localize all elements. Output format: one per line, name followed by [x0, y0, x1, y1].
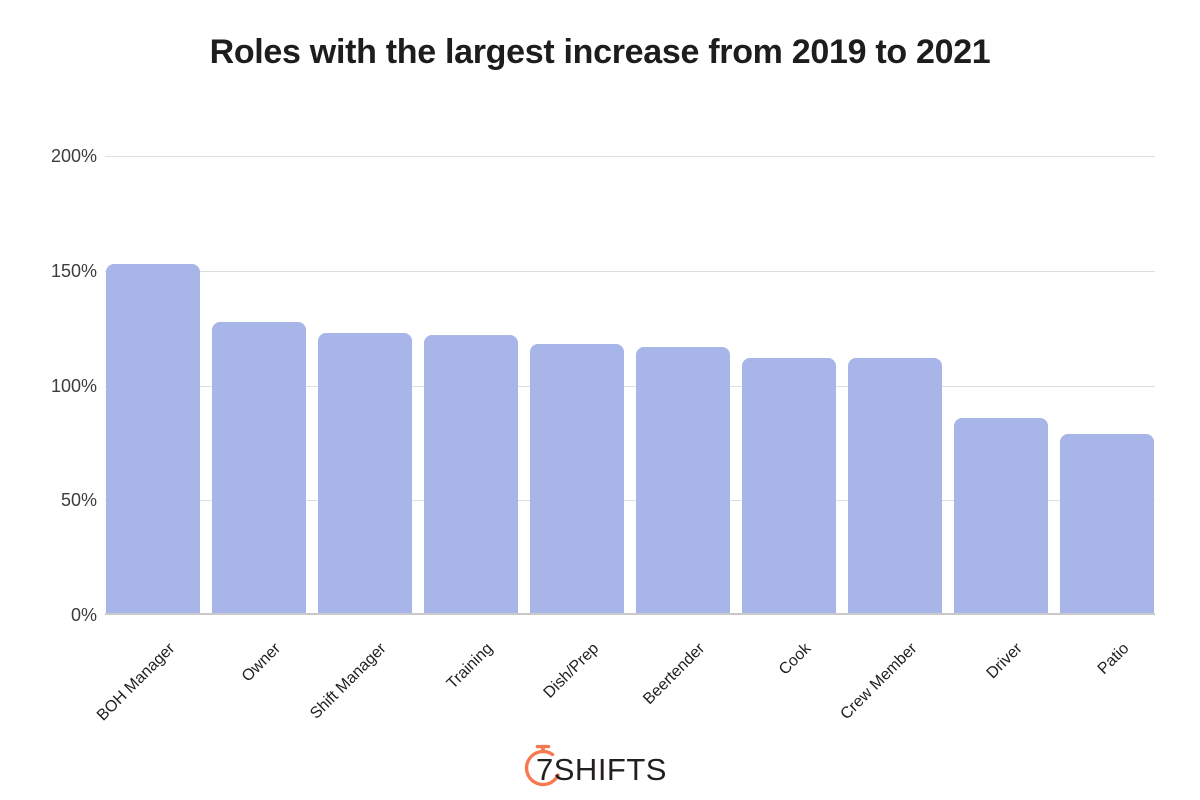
bar-dish-prep	[530, 344, 624, 613]
y-axis-label-50: 50%	[60, 490, 97, 510]
x-axis-label-crew-member: Crew Member	[836, 640, 921, 724]
footer-logo-row: 7SHIFTS	[0, 744, 1200, 788]
y-axis-label-100: 100%	[50, 376, 97, 396]
gridline-50	[105, 500, 1155, 501]
x-axis-label-boh-manager: BOH Manager	[93, 640, 179, 725]
y-axis-label-150: 150%	[50, 261, 97, 281]
logo: 7SHIFTS	[524, 744, 667, 788]
bar-shift-manager	[318, 333, 412, 613]
x-axis-label-driver: Driver	[983, 640, 1027, 683]
bar-beertender	[636, 347, 730, 613]
x-axis-label-beertender: Beertender	[640, 640, 709, 709]
bar-driver	[954, 418, 1048, 613]
x-axis-label-shift-manager: Shift Manager	[307, 640, 391, 723]
bar-patio	[1060, 434, 1154, 613]
y-axis-label-0: 0%	[70, 605, 97, 625]
logo-text: 7SHIFTS	[536, 752, 667, 787]
stopwatch-icon	[524, 744, 560, 787]
chart-title: Roles with the largest increase from 201…	[209, 33, 991, 71]
bar-training	[424, 335, 518, 613]
x-axis-label-patio: Patio	[1094, 640, 1133, 678]
bar-boh-manager	[106, 264, 200, 613]
gridline-150	[105, 271, 1155, 272]
x-axis-label-cook: Cook	[775, 640, 815, 679]
gridline-200	[105, 156, 1155, 157]
bar-crew-member	[848, 358, 942, 613]
gridline-100	[105, 386, 1155, 387]
bar-owner	[212, 322, 306, 613]
x-axis-label-training: Training	[443, 640, 497, 693]
y-axis-label-200: 200%	[50, 146, 97, 166]
x-axis-label-dish-prep: Dish/Prep	[540, 640, 603, 702]
plot-area	[105, 156, 1155, 615]
bar-cook	[742, 358, 836, 613]
x-axis-line	[105, 613, 1155, 615]
x-axis-label-owner: Owner	[238, 640, 285, 686]
